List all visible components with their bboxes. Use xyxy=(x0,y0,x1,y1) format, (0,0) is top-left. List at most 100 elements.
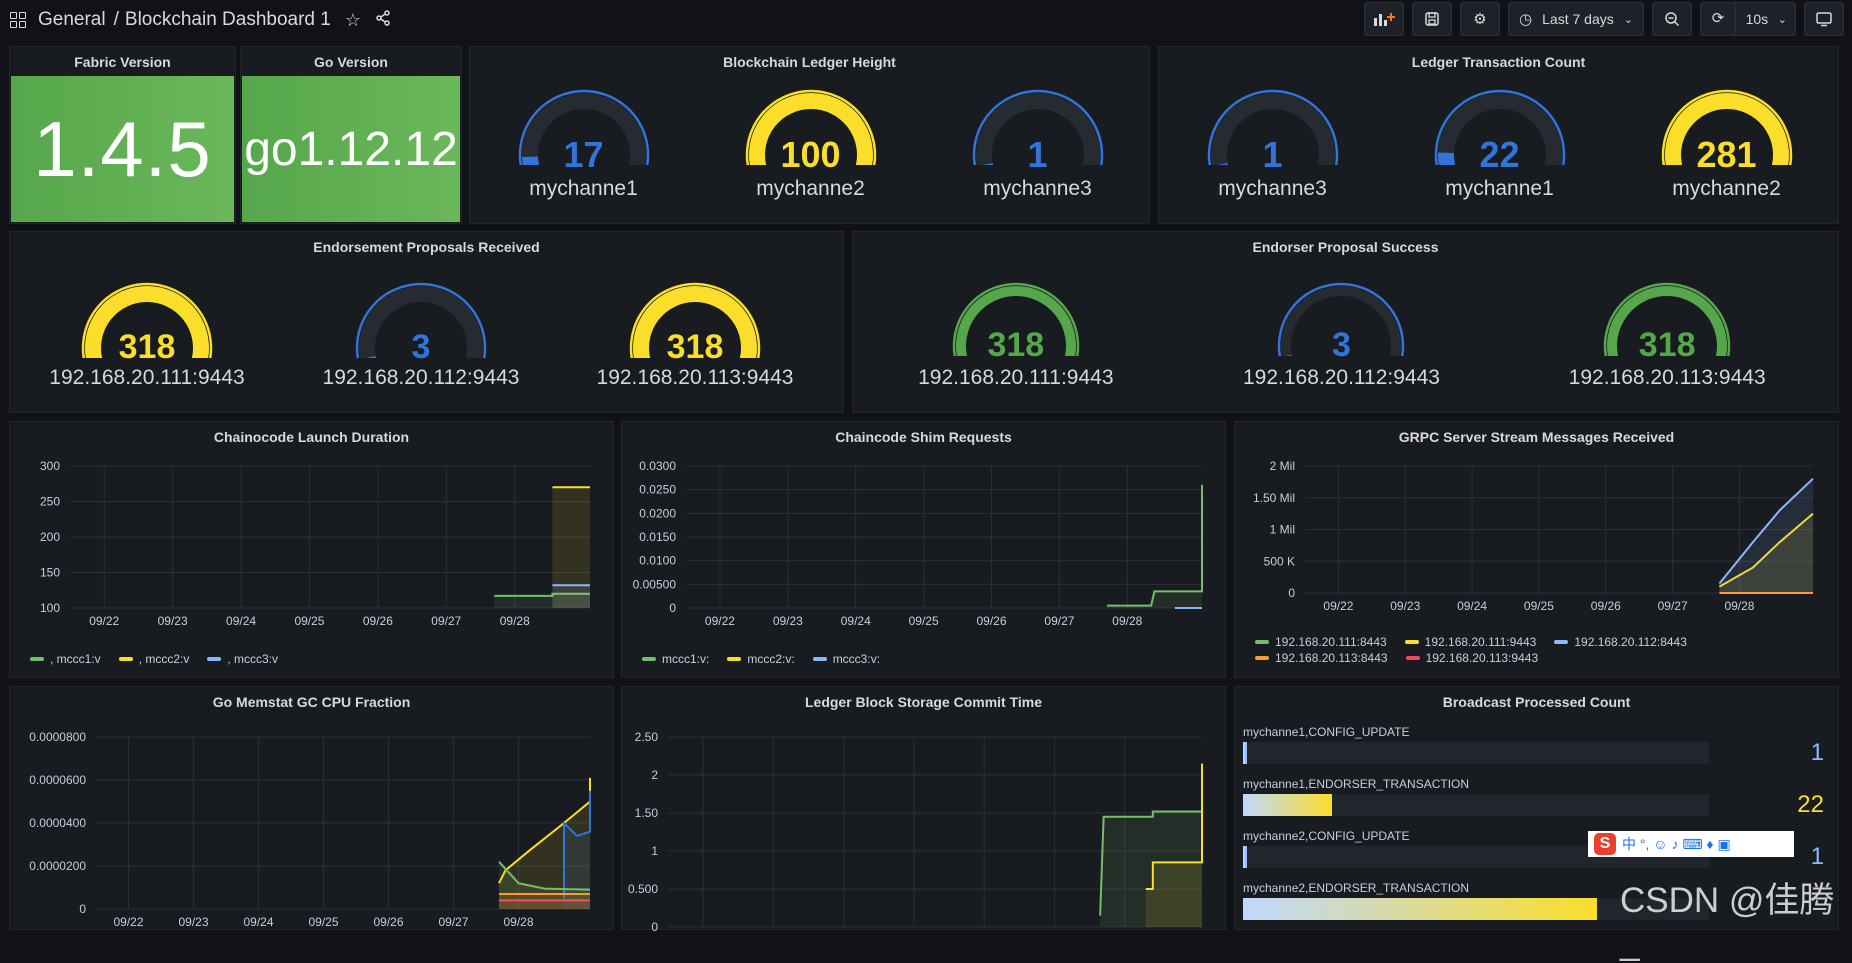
gauge-value: 17 xyxy=(470,134,697,176)
ime-status[interactable]: 中 °, ☺ ♪ ⌨ ♦ ▣ xyxy=(1622,834,1731,854)
chaincode-shim-requests-chart[interactable]: 0.03000.02500.02000.01500.01000.00500009… xyxy=(622,456,1225,656)
breadcrumb-folder[interactable]: General xyxy=(38,9,106,31)
add-panel-button[interactable] xyxy=(1364,2,1404,36)
y-tick-label: 0.0250 xyxy=(639,483,676,497)
y-tick-label: 150 xyxy=(40,566,60,580)
gauge-value: 281 xyxy=(1613,134,1840,176)
x-tick-label: 09/22 xyxy=(113,915,143,929)
legend-label: mccc3:v: xyxy=(833,652,880,666)
legend-item[interactable]: mccc2:v: xyxy=(727,652,794,666)
gauge-label: 192.168.20.113:9443 xyxy=(558,366,832,390)
dashboard-title[interactable]: Blockchain Dashboard 1 xyxy=(125,9,331,31)
ledger-commit-time-chart[interactable]: 2.5021.5010.500009/2209/2309/2409/2509/2… xyxy=(622,721,1225,931)
refresh-interval[interactable]: 10s xyxy=(1736,11,1778,27)
y-tick-label: 0.0200 xyxy=(639,506,676,520)
legend-label: 192.168.20.112:8443 xyxy=(1574,635,1687,649)
legend-item[interactable]: 192.168.20.113:9443 xyxy=(1406,651,1539,665)
bar-track xyxy=(1243,742,1709,764)
legend-item[interactable]: mccc1:v: xyxy=(642,652,709,666)
gauge-label: mychanne2 xyxy=(697,177,924,201)
save-dashboard-button[interactable] xyxy=(1412,2,1452,36)
panel-title[interactable]: Chainocode Launch Duration xyxy=(10,422,613,452)
panel-title[interactable]: Chaincode Shim Requests xyxy=(622,422,1225,452)
go-memstat-gc-chart[interactable]: 0.00008000.00006000.00004000.0000200009/… xyxy=(10,721,613,931)
bar-fill xyxy=(1243,846,1247,868)
y-tick-label: 0.00500 xyxy=(633,577,677,591)
gauge-value: 22 xyxy=(1386,134,1613,176)
panel-title[interactable]: Ledger Transaction Count xyxy=(1159,47,1838,77)
x-tick-label: 09/23 xyxy=(158,614,188,628)
refresh-picker[interactable]: ⟳ 10s ⌄ xyxy=(1700,2,1796,36)
legend-item[interactable]: 192.168.20.111:9443 xyxy=(1405,635,1537,649)
zoom-out-button[interactable] xyxy=(1652,2,1692,36)
x-tick-label: 09/26 xyxy=(977,614,1007,628)
bar-track xyxy=(1243,794,1709,816)
refresh-icon[interactable]: ⟳ xyxy=(1701,3,1736,35)
legend-item[interactable]: 192.168.20.111:8443 xyxy=(1255,635,1387,649)
y-tick-label: 250 xyxy=(40,495,60,509)
panel-title[interactable]: Blockchain Ledger Height xyxy=(470,47,1149,77)
legend-swatch xyxy=(1405,640,1419,644)
clock-icon: ◷ xyxy=(1519,10,1532,28)
time-range-picker[interactable]: ◷ Last 7 days ⌄ xyxy=(1508,2,1644,36)
panel-title[interactable]: Ledger Block Storage Commit Time xyxy=(622,687,1225,717)
panel-title[interactable]: Fabric Version xyxy=(10,47,235,77)
legend-item[interactable]: 192.168.20.113:8443 xyxy=(1255,651,1388,665)
legend-swatch xyxy=(207,657,221,661)
y-tick-label: 0 xyxy=(1288,586,1295,600)
ime-toolbar[interactable]: S 中 °, ☺ ♪ ⌨ ♦ ▣ xyxy=(1588,831,1794,857)
dashboard-settings-button[interactable]: ⚙ xyxy=(1460,2,1500,36)
y-tick-label: 2.50 xyxy=(635,730,659,744)
panel-title[interactable]: Broadcast Processed Count xyxy=(1235,687,1838,717)
panel-title[interactable]: Endorsement Proposals Received xyxy=(10,232,843,262)
legend-swatch xyxy=(30,657,44,661)
bar-fill xyxy=(1243,794,1332,816)
stat-value-box: 1.4.5 xyxy=(11,76,234,222)
legend-swatch xyxy=(642,657,656,661)
bar-fill xyxy=(1243,742,1247,764)
share-icon[interactable] xyxy=(375,10,391,31)
legend-item[interactable]: mccc3:v: xyxy=(813,652,880,666)
y-tick-label: 0 xyxy=(79,902,86,916)
gauge-value: 318 xyxy=(853,326,1179,365)
bar-value: 22 xyxy=(1797,791,1824,819)
series-area-e xyxy=(499,894,590,909)
gauge-value: 318 xyxy=(558,328,832,367)
y-tick-label: 200 xyxy=(40,530,60,544)
x-tick-label: 09/26 xyxy=(373,915,403,929)
chevron-down-icon: ⌄ xyxy=(1778,13,1795,26)
gauge-label: 192.168.20.112:9443 xyxy=(1179,366,1505,390)
bar-label: mychanne1,ENDORSER_TRANSACTION xyxy=(1243,777,1830,791)
star-icon[interactable]: ☆ xyxy=(345,10,361,31)
gauge-value: 1 xyxy=(1159,134,1386,176)
gauge-label: mychanne2 xyxy=(1613,177,1840,201)
gauge-label: mychanne1 xyxy=(470,177,697,201)
legend-item[interactable]: , mccc2:v xyxy=(119,652,190,666)
gauge-value: 3 xyxy=(1179,326,1505,365)
x-tick-label: 09/28 xyxy=(500,614,530,628)
y-tick-label: 2 xyxy=(651,768,658,782)
y-tick-label: 0.0100 xyxy=(639,554,676,568)
panel-title[interactable]: Endorser Proposal Success xyxy=(853,232,1838,262)
legend-item[interactable]: , mccc3:v xyxy=(207,652,278,666)
legend-item[interactable]: , mccc1:v xyxy=(30,652,101,666)
chevron-down-icon: ⌄ xyxy=(1624,13,1633,26)
y-tick-label: 1.50 Mil xyxy=(1253,491,1295,505)
x-tick-label: 09/28 xyxy=(1724,599,1754,613)
cycle-view-mode-button[interactable] xyxy=(1804,2,1844,36)
panel-title[interactable]: GRPC Server Stream Messages Received xyxy=(1235,422,1838,452)
apps-grid-icon[interactable] xyxy=(10,12,26,28)
sogou-logo-icon[interactable]: S xyxy=(1594,833,1616,855)
panel-title[interactable]: Go Version xyxy=(241,47,461,77)
panel-title[interactable]: Go Memstat GC CPU Fraction xyxy=(10,687,613,717)
legend-item[interactable]: 192.168.20.112:8443 xyxy=(1554,635,1687,649)
